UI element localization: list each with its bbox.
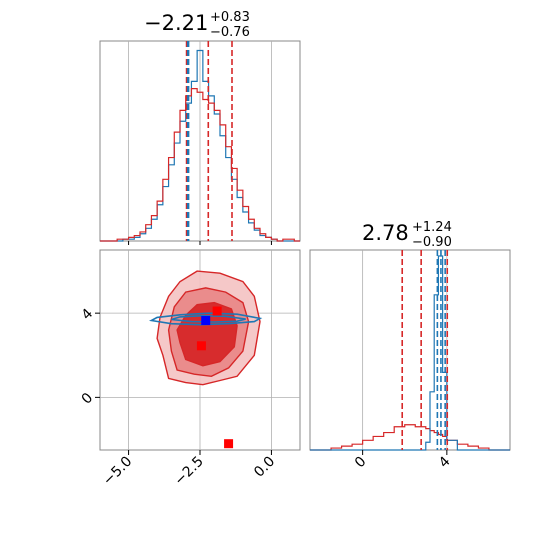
y-histogram <box>310 250 510 451</box>
panel-frame <box>309 249 511 451</box>
y-title-minus: −0.90 <box>412 235 452 250</box>
y-title-median: 2.78 <box>362 221 409 245</box>
x-tick-label: −2.5 <box>171 454 206 489</box>
y-tick-label: 4 <box>79 306 97 324</box>
joint-contours <box>148 270 263 449</box>
red-hist-series <box>100 88 300 242</box>
x-tick-label: 0 <box>352 454 370 472</box>
x-tick-label: 0.0 <box>251 454 278 481</box>
bottom-right-panel <box>309 249 511 451</box>
x-tick-label: 4 <box>436 453 454 471</box>
blue-contour-outer <box>148 312 263 326</box>
x-tick-label: −5.0 <box>100 454 135 489</box>
grid-layer <box>100 41 448 450</box>
y-tick-label: 0 <box>79 390 97 408</box>
blue-contour-inner <box>171 314 246 323</box>
x-histogram <box>100 41 300 242</box>
red-marker <box>196 341 206 351</box>
x-title-plus: +0.83 <box>210 10 250 25</box>
x-title-minus: −0.76 <box>210 25 250 40</box>
tick-labels: −5.0 −2.5 0.0 0 0 4 4 <box>79 241 454 489</box>
red-hist-series <box>310 424 510 451</box>
blue-marker <box>201 316 211 326</box>
x-title-median: −2.21 <box>144 11 208 35</box>
red-marker <box>224 439 234 449</box>
blue-hist-series <box>310 255 510 451</box>
y-title-plus: +1.24 <box>412 220 452 235</box>
red-marker <box>212 306 222 316</box>
